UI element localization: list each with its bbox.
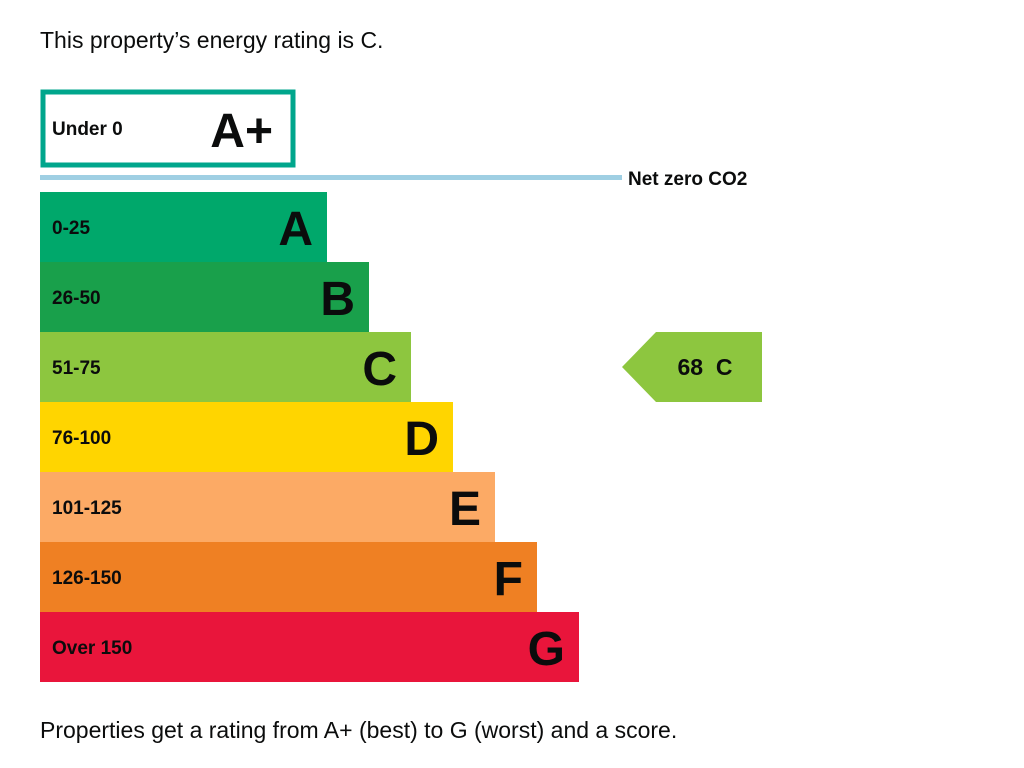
band-a-bar <box>40 192 327 262</box>
band-g-bar <box>40 612 579 682</box>
band-e-bar <box>40 472 495 542</box>
band-c-letter: C <box>362 343 397 396</box>
band-g-letter: G <box>528 623 565 676</box>
current-rating-arrow <box>622 332 762 402</box>
rating-bands: 0-25 A 26-50 B 51-75 C 76-100 D 101-125 E 126-150 F… <box>40 192 579 682</box>
net-zero-marker: Net zero CO2 <box>40 169 747 190</box>
net-zero-label: Net zero CO2 <box>628 169 747 190</box>
band-b-letter: B <box>320 273 355 326</box>
aplus-range-label: Under 0 <box>52 119 123 140</box>
band-d-range-label: 76-100 <box>52 428 111 449</box>
band-f-range-label: 126-150 <box>52 568 122 589</box>
band-d-letter: D <box>404 413 439 466</box>
band-e-letter: E <box>449 483 481 536</box>
band-b-bar <box>40 262 369 332</box>
intro-text: This property’s energy rating is C. <box>40 27 384 53</box>
band-a-range-label: 0-25 <box>52 218 90 239</box>
band-c-range-label: 51-75 <box>52 358 101 379</box>
band-g-range-label: Over 150 <box>52 638 132 659</box>
footer-text: Properties get a rating from A+ (best) t… <box>40 717 678 743</box>
band-b-range-label: 26-50 <box>52 288 101 309</box>
net-zero-line <box>40 175 622 180</box>
aplus-band-box <box>40 89 296 168</box>
aplus-letter: A+ <box>210 105 273 158</box>
current-rating-indicator: 68 C <box>622 332 762 402</box>
current-rating-label: 68 C <box>678 354 733 380</box>
band-d-bar <box>40 402 453 472</box>
band-e-range-label: 101-125 <box>52 498 122 519</box>
band-f-bar <box>40 542 537 612</box>
band-c-bar <box>40 332 411 402</box>
aplus-band: Under 0 A+ <box>40 89 296 168</box>
band-f-letter: F <box>494 553 523 606</box>
band-a-letter: A <box>278 203 313 256</box>
